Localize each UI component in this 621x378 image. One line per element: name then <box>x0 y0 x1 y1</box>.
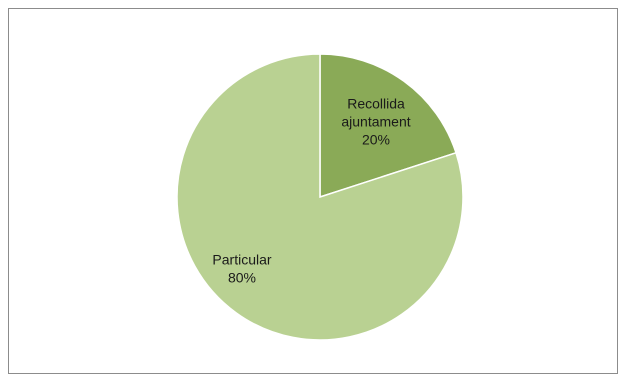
pie-slice-0 <box>319 53 457 199</box>
data-label-value-0: 20% <box>362 132 390 148</box>
data-label-value-1: 80% <box>228 270 256 286</box>
pie-slice-1 <box>176 53 464 341</box>
pie-slices <box>176 53 464 341</box>
data-label-category-1: Particular <box>212 252 271 268</box>
pie-labels: Recollida ajuntament 20% Particular 80% <box>212 96 410 286</box>
data-label-category-0: ajuntament <box>341 114 410 130</box>
data-label-category-0: Recollida <box>347 96 405 112</box>
